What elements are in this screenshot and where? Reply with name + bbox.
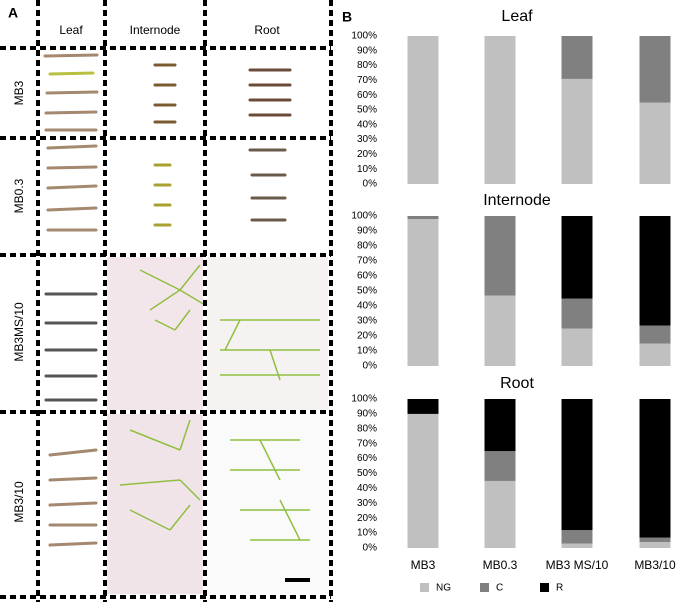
x-tick-label: MB3 MS/10 [546, 558, 609, 572]
bar-segment [639, 542, 671, 548]
bar-segment [561, 328, 593, 366]
bar-segment [484, 451, 516, 481]
bar-segment [561, 530, 593, 544]
bar-segment [484, 36, 516, 184]
panel-label: B [342, 9, 352, 25]
y-tick-label: 30% [357, 498, 377, 509]
bar-segment [484, 480, 516, 548]
legend-label: C [496, 583, 503, 594]
y-tick-label: 90% [357, 45, 377, 56]
photo [207, 414, 328, 594]
bar-segment [484, 295, 516, 366]
bar-segment [407, 36, 439, 184]
bar-segment [561, 543, 593, 548]
panel-a-photos [43, 53, 328, 594]
bar-segment [639, 102, 671, 184]
column-header: Internode [130, 23, 181, 37]
y-tick-label: 80% [357, 423, 377, 434]
column-header: Leaf [59, 23, 83, 37]
legend-swatch [480, 583, 489, 592]
y-tick-label: 60% [357, 453, 377, 464]
x-tick-label: MB3 [411, 558, 436, 572]
bar-segment [484, 216, 516, 296]
y-tick-label: 90% [357, 409, 377, 420]
y-tick-label: 10% [357, 346, 377, 357]
y-tick-label: 30% [357, 316, 377, 327]
y-tick-label: 0% [363, 361, 378, 372]
legend-swatch [540, 583, 549, 592]
photo [107, 257, 203, 410]
bar-segment [639, 343, 671, 366]
bar-segment [561, 399, 593, 531]
y-tick-label: 40% [357, 483, 377, 494]
bar-segment [561, 78, 593, 184]
y-tick-label: 60% [357, 271, 377, 282]
bar-segment [407, 413, 439, 548]
y-tick-label: 50% [357, 286, 377, 297]
bar-segment [561, 216, 593, 299]
bar-segment [407, 399, 439, 414]
y-tick-label: 50% [357, 468, 377, 479]
panel-a-grid [0, 0, 333, 602]
legend-label: NG [436, 583, 451, 594]
bar-segment [484, 399, 516, 452]
y-tick-label: 0% [363, 179, 378, 190]
y-tick-label: 70% [357, 256, 377, 267]
photo [207, 257, 328, 410]
y-tick-label: 50% [357, 105, 377, 116]
y-tick-label: 100% [351, 31, 377, 42]
y-tick-label: 100% [351, 211, 377, 222]
y-tick-label: 60% [357, 90, 377, 101]
y-tick-label: 40% [357, 301, 377, 312]
y-tick-label: 30% [357, 134, 377, 145]
bar-segment [639, 36, 671, 103]
bar-segment [639, 325, 671, 344]
y-tick-label: 70% [357, 438, 377, 449]
chart-title: Leaf [501, 8, 533, 25]
y-tick-label: 0% [363, 543, 378, 554]
row-header: MB3 [12, 80, 26, 105]
y-tick-label: 10% [357, 528, 377, 539]
row-header: MB3MS/10 [12, 302, 26, 362]
chart-title: Internode [483, 192, 551, 209]
column-header: Root [254, 23, 280, 37]
y-tick-label: 80% [357, 241, 377, 252]
bar-segment [639, 399, 671, 538]
bar-segment [561, 298, 593, 329]
x-tick-label: MB0.3 [483, 558, 518, 572]
y-tick-label: 90% [357, 226, 377, 237]
y-tick-label: 20% [357, 149, 377, 160]
bar-segment [561, 36, 593, 79]
bar-segment [407, 219, 439, 366]
y-tick-label: 10% [357, 164, 377, 175]
y-tick-label: 20% [357, 513, 377, 524]
bar-segment [639, 537, 671, 543]
y-tick-label: 80% [357, 60, 377, 71]
y-tick-label: 100% [351, 394, 377, 405]
chart-title: Root [500, 375, 534, 392]
scale-bar [285, 578, 310, 582]
y-tick-label: 40% [357, 119, 377, 130]
x-tick-label: MB3/10 [634, 558, 676, 572]
y-tick-label: 20% [357, 331, 377, 342]
photo [107, 414, 203, 594]
legend-swatch [420, 583, 429, 592]
legend-label: R [556, 583, 563, 594]
row-header: MB3/10 [12, 481, 26, 523]
bar-segment [407, 216, 439, 219]
bar-segment [639, 216, 671, 326]
row-header: MB0.3 [12, 178, 26, 213]
panel-label: A [8, 5, 18, 21]
y-tick-label: 70% [357, 75, 377, 86]
